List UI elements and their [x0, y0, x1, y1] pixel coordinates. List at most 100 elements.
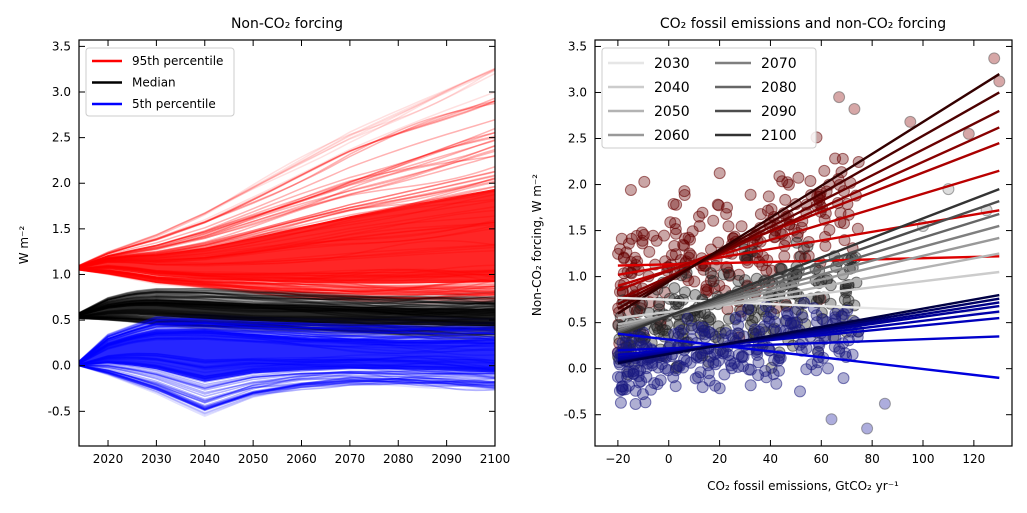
ensemble-line: [79, 91, 495, 267]
scatter-point: [627, 365, 640, 378]
ensemble-line: [79, 364, 495, 402]
scatter-point: [629, 398, 642, 410]
ensemble-line: [79, 268, 495, 294]
ensemble-line: [79, 155, 495, 268]
ensemble-line: [79, 364, 495, 408]
scatter-point: [669, 223, 682, 236]
scatter-point: [633, 376, 646, 389]
ensemble-line: [79, 326, 495, 364]
ensemble-line: [79, 269, 495, 303]
regression-line: [617, 209, 1000, 276]
scatter-point: [615, 380, 628, 393]
left-x-tick-label: 2020: [93, 452, 124, 466]
left-chart-title: Non-CO₂ forcing: [231, 16, 343, 32]
ensemble-line: [79, 269, 495, 300]
ensemble-line: [79, 287, 495, 314]
scatter-point: [679, 232, 691, 245]
ensemble-line: [79, 148, 495, 268]
ensemble-line: [79, 180, 495, 268]
ensemble-line: [79, 287, 495, 314]
scatter-point: [674, 324, 687, 337]
ensemble-line: [79, 296, 495, 315]
ensemble-line: [79, 287, 495, 314]
outlier-point: [878, 397, 891, 410]
scatter-point: [780, 307, 793, 320]
ensemble-line: [79, 268, 495, 296]
ensemble-line: [79, 268, 495, 291]
ensemble-line: [79, 289, 495, 314]
scatter-point: [696, 381, 709, 394]
scatter-point: [837, 308, 850, 320]
scatter-point: [823, 224, 836, 236]
ensemble-line: [79, 364, 495, 410]
ensemble-line: [79, 317, 495, 338]
scatter-point: [759, 300, 772, 313]
scatter-point: [658, 229, 671, 242]
right-x-tick-label: 0: [665, 452, 673, 466]
scatter-point: [846, 348, 859, 361]
ensemble-line: [79, 295, 495, 315]
left-y-tick-label: 2.0: [52, 176, 71, 190]
ensemble-line: [79, 175, 495, 268]
ensemble-line: [79, 177, 495, 268]
scatter-point: [668, 282, 681, 295]
ensemble-line: [79, 317, 495, 338]
scatter-point: [692, 321, 705, 334]
scatter-point: [829, 307, 842, 320]
scatter-point: [679, 286, 691, 299]
scatter-point: [685, 249, 697, 262]
left-y-tick-label: 2.5: [52, 131, 71, 145]
scatter-point: [637, 228, 650, 241]
scatter-point: [762, 190, 775, 203]
scatter-point: [732, 274, 745, 287]
ensemble-line: [79, 291, 495, 315]
ensemble-line: [79, 363, 495, 386]
scatter-point: [744, 188, 757, 201]
left-y-axis-label: W m⁻²: [17, 226, 31, 265]
scatter-point: [798, 297, 811, 309]
scatter-point: [804, 175, 817, 187]
scatter-point: [729, 311, 742, 324]
right-y-tick-label: 2.5: [568, 132, 587, 146]
scatter-point: [614, 396, 627, 409]
right-legend-label: 2100: [761, 128, 797, 144]
left-x-tick-label: 2080: [383, 452, 414, 466]
ensemble-line: [79, 317, 495, 334]
ensemble-line: [79, 315, 495, 330]
ensemble-line: [79, 321, 495, 363]
ensemble-line: [79, 268, 495, 302]
scatter-point: [622, 237, 635, 250]
scatter-point: [818, 164, 831, 177]
ensemble-line: [79, 364, 495, 411]
scatter-point: [619, 336, 632, 349]
scatter-point: [707, 214, 720, 227]
ensemble-line: [79, 100, 495, 267]
regression-line: [617, 296, 1000, 315]
ensemble-line: [79, 364, 495, 407]
scatter-point: [712, 199, 725, 212]
right-legend-box: [601, 47, 817, 149]
right-y-axis-label: Non-CO₂ forcing, W m⁻²: [530, 174, 544, 316]
ensemble-line: [79, 364, 495, 410]
ensemble-line: [79, 293, 495, 315]
right-legend-label: 2040: [654, 80, 690, 96]
scatter-point: [810, 364, 823, 377]
ensemble-line: [79, 364, 495, 398]
right-x-tick-label: 20: [712, 452, 727, 466]
ensemble-line: [79, 268, 495, 296]
ensemble-line: [79, 268, 495, 296]
ensemble-line: [79, 268, 495, 294]
scatter-point: [800, 363, 813, 376]
ensemble-line: [79, 364, 495, 410]
scatter-point: [703, 311, 715, 324]
ensemble-line: [79, 145, 495, 268]
scatter-point: [678, 353, 691, 366]
ensemble-line: [79, 322, 495, 363]
ensemble-line: [79, 316, 495, 331]
right-legend-label: 2060: [654, 128, 690, 144]
ensemble-line: [79, 364, 495, 390]
scatter-point: [678, 189, 691, 201]
left-plot-frame: [78, 39, 496, 447]
scatter-point: [773, 170, 786, 183]
forcing-time-series-panel: Non-CO₂ forcing W m⁻² 2020 2030 2040 2050 20…: [17, 16, 510, 466]
